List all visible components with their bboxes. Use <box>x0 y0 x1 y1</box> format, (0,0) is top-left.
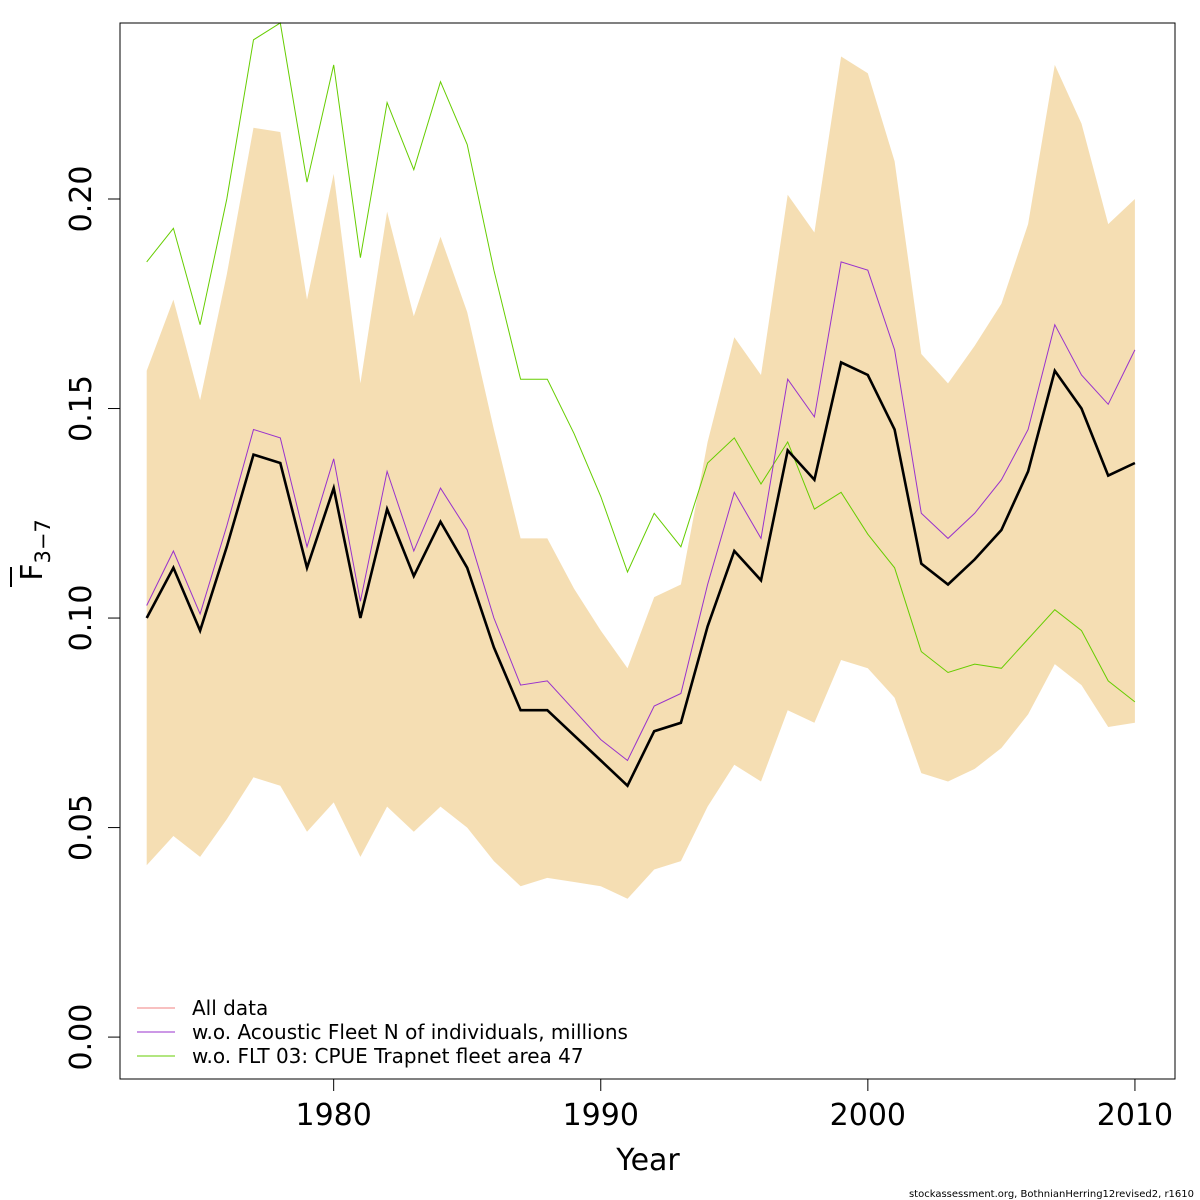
svg-text:F3−7: F3−7 <box>15 519 55 581</box>
y-axis-title: F3−7 <box>10 519 55 587</box>
legend-label: w.o. Acoustic Fleet N of individuals, mi… <box>192 1020 628 1044</box>
series-line-all-data <box>145 360 1136 788</box>
series-line-wo-flt03-trapnet <box>146 22 1136 703</box>
x-axis: 1980 1990 2000 2010 <box>295 1079 1173 1133</box>
series-layer <box>145 22 1136 788</box>
y-tick-label: 0.05 <box>64 794 99 861</box>
y-tick-label: 0.10 <box>64 585 99 652</box>
x-tick-label: 2010 <box>1097 1098 1173 1133</box>
credit-text: stockassessment.org, BothnianHerring12re… <box>909 1189 1194 1200</box>
legend-label: All data <box>192 996 268 1020</box>
y-tick-label: 0.20 <box>64 166 99 233</box>
plot-frame <box>119 22 1176 1080</box>
confidence-band <box>146 56 1135 899</box>
x-tick-label: 1980 <box>295 1098 371 1133</box>
y-axis-title-subscript: 3−7 <box>31 519 55 563</box>
y-axis: 0.00 0.05 0.10 0.15 0.20 <box>64 166 120 1071</box>
x-tick-label: 2000 <box>830 1098 906 1133</box>
series-line-wo-acoustic-fleet <box>146 261 1136 762</box>
y-axis-title-main: F <box>15 564 50 581</box>
confidence-band-layer <box>146 56 1135 899</box>
y-tick-label: 0.00 <box>64 1004 99 1071</box>
legend-label: w.o. FLT 03: CPUE Trapnet fleet area 47 <box>192 1044 584 1068</box>
x-axis-title: Year <box>615 1143 680 1178</box>
y-tick-label: 0.15 <box>64 375 99 442</box>
x-tick-label: 1990 <box>563 1098 639 1133</box>
